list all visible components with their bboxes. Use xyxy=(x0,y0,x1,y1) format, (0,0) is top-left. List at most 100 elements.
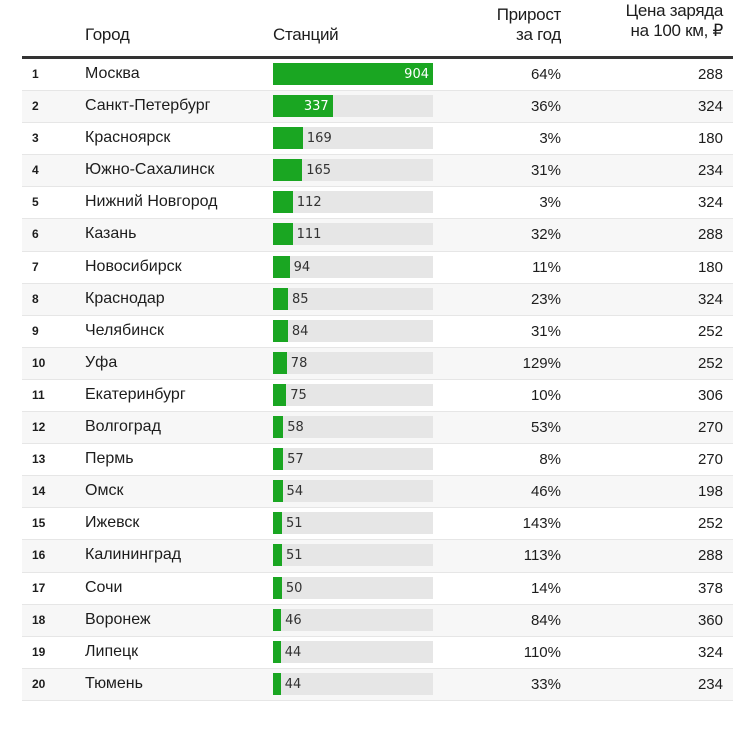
stations-bar xyxy=(273,383,287,406)
growth-cell: 36% xyxy=(530,98,561,116)
growth-cell: 11% xyxy=(532,258,561,276)
city-cell: Пермь xyxy=(85,450,134,468)
header-growth-line2: за год xyxy=(516,25,561,44)
table-row: 9 Челябинск 84 31% 252 xyxy=(22,316,733,348)
city-cell: Москва xyxy=(85,65,140,82)
rank-cell: 8 xyxy=(32,291,39,306)
table-row: 2 Санкт-Петербург 337 36% 324 xyxy=(22,91,733,124)
rank-cell: 10 xyxy=(32,355,46,370)
growth-cell: 84% xyxy=(530,611,561,629)
stations-bar xyxy=(273,223,293,246)
city-cell: Калининград xyxy=(85,546,182,564)
city-cell: Тюмень xyxy=(85,674,143,692)
city-cell: Южно-Сахалинск xyxy=(85,161,215,179)
price-cell: 288 xyxy=(697,547,723,565)
stations-bar-track: 57 xyxy=(273,448,433,471)
stations-bar xyxy=(273,159,303,182)
table-body: 1 Москва 904 64% 288 2 Санкт-Петербург 337 36% 32… xyxy=(22,59,733,701)
growth-cell: 23% xyxy=(530,290,561,308)
city-cell: Краснодар xyxy=(85,289,165,307)
table-row: 12 Волгоград 58 53% 270 xyxy=(22,412,733,445)
stations-value: 46 xyxy=(285,612,302,628)
stations-bar xyxy=(273,191,293,214)
growth-cell: 3% xyxy=(539,130,561,148)
growth-cell: 14% xyxy=(530,579,561,597)
growth-cell: 31% xyxy=(530,322,561,340)
growth-cell: 46% xyxy=(530,483,561,501)
stations-value: 84 xyxy=(291,323,309,339)
growth-cell: 33% xyxy=(530,675,561,693)
table-row: 20 Тюмень 44 33% 234 xyxy=(22,668,733,701)
city-cell: Уфа xyxy=(85,353,118,371)
stations-value: 337 xyxy=(303,99,329,115)
stations-bar xyxy=(273,255,290,278)
table-row: 7 Новосибирск 94 11% 180 xyxy=(22,252,733,284)
table-row: 10 Уфа 78 129% 252 xyxy=(22,347,733,380)
growth-cell: 53% xyxy=(530,419,561,437)
stations-bar-track: 44 xyxy=(273,640,433,663)
rank-cell: 18 xyxy=(32,612,46,627)
growth-cell: 113% xyxy=(523,547,561,565)
stations-bar xyxy=(273,416,284,439)
price-cell: 324 xyxy=(697,194,723,212)
table-row: 8 Краснодар 85 23% 324 xyxy=(22,283,733,316)
header-city[interactable]: Город xyxy=(85,25,130,44)
price-cell: 252 xyxy=(697,515,723,533)
stations-bar-track: 78 xyxy=(273,351,433,374)
stations-value: 44 xyxy=(284,676,302,692)
stations-value: 165 xyxy=(306,163,332,179)
rank-cell: 7 xyxy=(32,259,39,274)
rank-cell: 13 xyxy=(32,452,46,467)
stations-bar xyxy=(273,640,281,663)
growth-cell: 110% xyxy=(523,643,561,661)
growth-cell: 32% xyxy=(530,226,561,244)
table-row: 17 Сочи 50 14% 378 xyxy=(22,573,733,605)
rank-cell: 2 xyxy=(32,99,39,114)
stations-value: 94 xyxy=(293,259,311,275)
table-row: 18 Воронеж 46 84% 360 xyxy=(22,604,733,637)
growth-cell: 10% xyxy=(530,386,561,404)
price-cell: 360 xyxy=(697,611,723,629)
city-cell: Казань xyxy=(85,225,137,243)
header-price[interactable]: Цена заряда на 100 км, ₽ xyxy=(625,1,724,41)
table-row: 6 Казань 111 32% 288 xyxy=(22,219,733,252)
header-growth[interactable]: Прирост за год xyxy=(497,5,562,45)
table-row: 16 Калининград 51 113% 288 xyxy=(22,540,733,573)
stations-bar-track: 54 xyxy=(273,480,433,503)
table-row: 15 Ижевск 51 143% 252 xyxy=(22,508,733,541)
price-cell: 378 xyxy=(697,579,723,597)
table-row: 4 Южно-Сахалинск 165 31% 234 xyxy=(22,155,733,188)
city-cell: Ижевск xyxy=(85,514,140,532)
stations-value: 169 xyxy=(306,131,332,147)
city-cell: Санкт-Петербург xyxy=(85,97,211,115)
city-cell: Красноярск xyxy=(85,129,171,147)
stations-bar xyxy=(273,127,303,150)
header-stations[interactable]: Станций xyxy=(273,25,339,44)
price-cell: 324 xyxy=(697,290,723,308)
header-price-line1: Цена заряда xyxy=(625,1,724,20)
table-row: 5 Нижний Новгород 112 3% 324 xyxy=(22,187,733,220)
stations-bar-track: 111 xyxy=(273,223,433,246)
table-row: 14 Омск 54 46% 198 xyxy=(22,476,733,509)
table-row: 19 Липецк 44 110% 324 xyxy=(22,637,733,669)
rank-cell: 5 xyxy=(32,195,39,210)
stations-bar-track: 904 xyxy=(273,63,433,85)
stations-bar xyxy=(273,448,284,471)
rank-cell: 6 xyxy=(32,227,39,242)
rank-cell: 9 xyxy=(32,323,39,338)
city-cell: Екатеринбург xyxy=(85,385,186,403)
table-row: 11 Екатеринбург 75 10% 306 xyxy=(22,380,733,413)
stations-bar xyxy=(273,544,283,567)
city-cell: Омск xyxy=(85,482,124,500)
growth-cell: 129% xyxy=(522,354,561,372)
price-cell: 234 xyxy=(697,162,723,180)
stations-bar xyxy=(273,319,288,342)
stations-bar xyxy=(273,672,281,695)
rank-cell: 19 xyxy=(32,644,46,659)
stations-bar xyxy=(273,63,433,85)
price-cell: 306 xyxy=(697,386,723,404)
city-cell: Новосибирск xyxy=(85,257,182,275)
stations-bar xyxy=(273,512,283,535)
stations-bar-track: 84 xyxy=(273,319,433,342)
stations-value: 57 xyxy=(287,452,304,468)
